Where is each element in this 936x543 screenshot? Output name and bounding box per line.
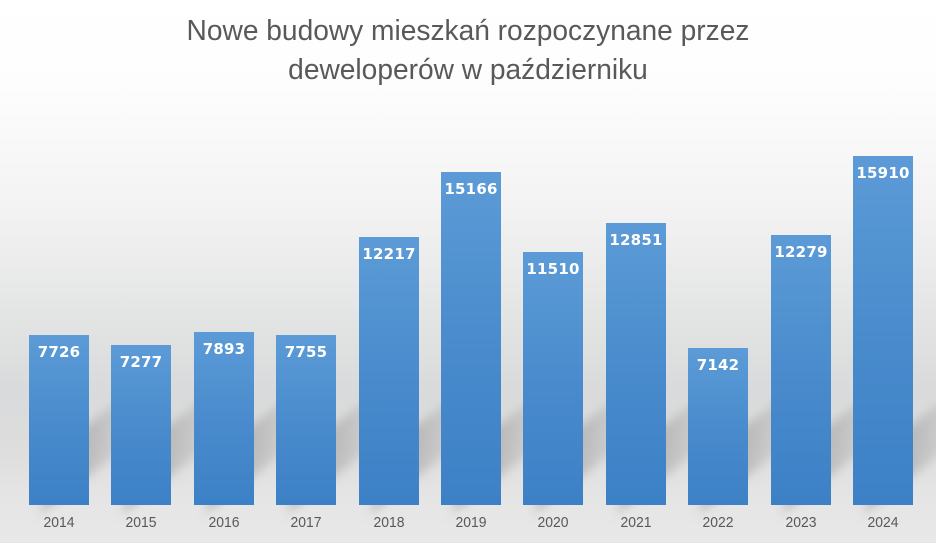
- bar-value-label: 7726: [37, 343, 81, 361]
- chart-title-line2: deweloperów w październiku: [288, 54, 648, 86]
- x-axis-label: 2015: [125, 514, 157, 531]
- x-axis-label: 2016: [208, 514, 240, 531]
- bar-2014: 7726 2014: [29, 335, 89, 531]
- bar-value-label: 15910: [856, 164, 910, 182]
- x-axis-label: 2018: [373, 514, 405, 531]
- x-axis-label: 2017: [290, 514, 322, 531]
- bar-value-label: 11510: [526, 260, 580, 278]
- x-axis-label: 2023: [785, 514, 817, 531]
- x-axis-label: 2021: [620, 514, 652, 531]
- bar-2023: 12279 2023: [771, 235, 831, 531]
- bar-2015: 7277 2015: [111, 345, 171, 531]
- bar-value-label: 7277: [119, 353, 163, 371]
- bar-value-label: 7893: [202, 340, 246, 358]
- x-axis-label: 2014: [43, 514, 75, 531]
- bar-2021: 12851 2021: [606, 223, 666, 531]
- bar-2016: 7893 2016: [194, 332, 254, 531]
- bar-value-label: 15166: [444, 180, 498, 198]
- bar-value-label: 12851: [609, 231, 663, 249]
- x-axis-label: 2020: [537, 514, 569, 531]
- bar-2018: 12217 2018: [359, 237, 419, 531]
- bar-2022: 7142 2022: [688, 348, 748, 531]
- chart-title: Nowe budowy mieszkań rozpoczynane przez …: [0, 12, 936, 90]
- x-axis-label: 2024: [867, 514, 899, 531]
- bar-2017: 7755 2017: [276, 335, 336, 531]
- bar-2020: 11510 2020: [523, 252, 583, 531]
- x-axis-label: 2022: [702, 514, 734, 531]
- chart-title-line1: Nowe budowy mieszkań rozpoczynane przez: [186, 15, 750, 47]
- bar-2024: 15910 2024: [853, 156, 913, 531]
- bar-value-label: 12217: [362, 245, 416, 263]
- x-axis-label: 2019: [455, 514, 487, 531]
- bar-value-label: 12279: [774, 243, 828, 261]
- bar-value-label: 7142: [696, 356, 740, 374]
- bar-value-label: 7755: [284, 343, 328, 361]
- bar-2019: 15166 2019: [441, 172, 501, 531]
